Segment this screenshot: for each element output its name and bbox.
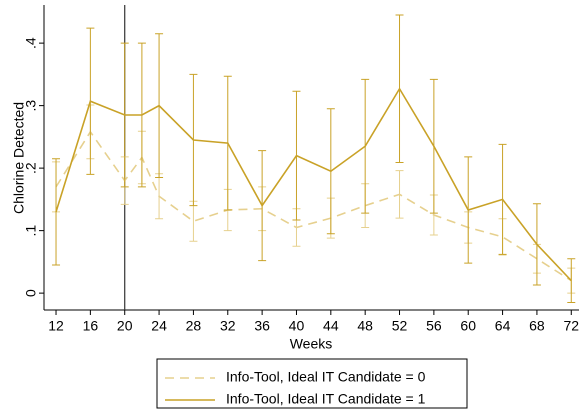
x-tick-label: 28 [186,318,202,334]
x-tick-label: 32 [220,318,236,334]
x-tick-label: 24 [151,318,167,334]
y-tick-label: .2 [23,162,39,174]
x-tick-label: 52 [392,318,408,334]
x-tick-label: 68 [529,318,545,334]
y-tick-label: .3 [23,100,39,112]
x-tick-label: 16 [83,318,99,334]
x-axis-title: Weeks [290,336,333,352]
legend-label: Info-Tool, Ideal IT Candidate = 1 [226,391,426,407]
legend-box [156,358,468,409]
series-line [55,87,572,282]
x-tick-label: 36 [254,318,270,334]
x-tick-label: 60 [460,318,476,334]
y-tick-label: .1 [23,225,39,237]
x-tick-label: 12 [48,318,64,334]
x-tick-label: 40 [289,318,305,334]
x-tick-label: 56 [426,318,442,334]
x-tick-label: 48 [357,318,373,334]
x-tick-label: 44 [323,318,339,334]
y-tick-label: 0 [23,289,39,297]
series-line [55,130,572,282]
x-tick-label: 72 [563,318,579,334]
x-tick-label: 64 [495,318,511,334]
legend-label: Info-Tool, Ideal IT Candidate = 0 [226,369,426,385]
y-tick-label: .4 [23,37,39,49]
x-tick-label: 20 [117,318,133,334]
y-axis-title: Chlorine Detected [11,102,27,214]
